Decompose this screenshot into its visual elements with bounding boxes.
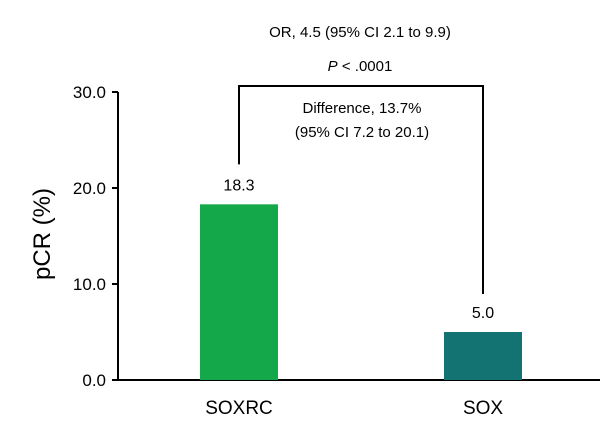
value-label-soxrc: 18.3 — [223, 177, 254, 194]
category-label-soxrc: SOXRC — [205, 398, 273, 419]
value-label-sox: 5.0 — [472, 305, 494, 322]
p-symbol: P — [328, 58, 338, 75]
y-ticks: 0.0 10.0 20.0 30.0 — [73, 83, 118, 390]
p-value-annotation: P < .0001 — [328, 58, 393, 75]
y-tick-label: 30.0 — [73, 83, 106, 102]
odds-ratio-annotation: OR, 4.5 (95% CI 2.1 to 9.9) — [269, 24, 451, 41]
y-tick-label: 10.0 — [73, 275, 106, 294]
bar-soxrc — [200, 204, 278, 380]
comparison-bracket — [238, 85, 484, 294]
bar-sox — [444, 332, 522, 380]
y-tick-label: 0.0 — [82, 371, 106, 390]
y-tick-label: 20.0 — [73, 179, 106, 198]
y-axis-title: pCR (%) — [29, 188, 56, 280]
bars: 18.3 SOXRC 5.0 SOX — [200, 177, 522, 419]
difference-annotation: Difference, 13.7% — [303, 100, 422, 117]
difference-ci-annotation: (95% CI 7.2 to 20.1) — [295, 124, 429, 141]
bracket-line — [238, 85, 484, 294]
category-label-sox: SOX — [463, 398, 503, 419]
p-value: < .0001 — [338, 58, 393, 75]
